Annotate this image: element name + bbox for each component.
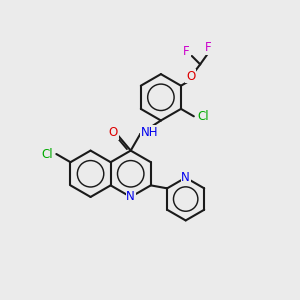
Text: O: O	[109, 126, 118, 139]
Text: F: F	[205, 41, 212, 55]
Text: Cl: Cl	[197, 110, 208, 123]
Text: N: N	[181, 171, 190, 184]
Text: NH: NH	[141, 126, 159, 139]
Text: F: F	[183, 45, 190, 58]
Text: Cl: Cl	[42, 148, 53, 160]
Text: O: O	[186, 70, 195, 83]
Text: N: N	[126, 190, 135, 203]
